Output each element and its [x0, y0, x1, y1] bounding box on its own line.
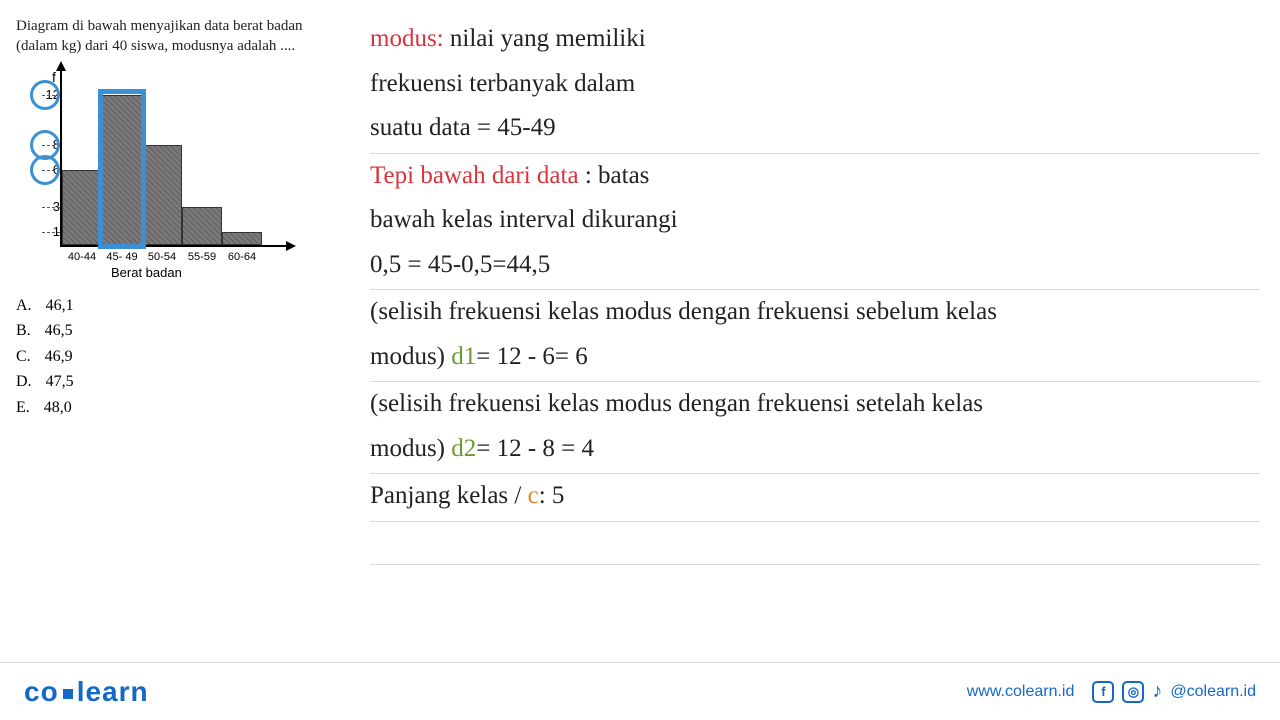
- option-value: 48,0: [44, 395, 72, 421]
- note-var: d2: [451, 435, 476, 462]
- answer-option: D. 47,5: [16, 369, 346, 395]
- option-value: 46,1: [46, 293, 74, 319]
- note-var: c: [528, 482, 539, 509]
- note-line: suatu data = 45-49: [370, 107, 1260, 152]
- y-tick-dash: [42, 207, 60, 208]
- rule-line: [370, 564, 1260, 565]
- option-value: 46,5: [45, 318, 73, 344]
- y-axis-arrow-icon: [56, 61, 66, 71]
- x-tick-label: 50-54: [142, 251, 182, 263]
- rule-line: [370, 521, 1260, 522]
- logo-square-icon: [63, 689, 73, 699]
- note-keyword: Tepi bawah dari data: [370, 162, 579, 189]
- histogram-bar: [62, 170, 102, 245]
- answer-option: E. 48,0: [16, 395, 346, 421]
- note-line: modus) d1= 12 - 6= 6: [370, 336, 1260, 381]
- tiktok-icon: ♪: [1152, 680, 1162, 703]
- x-axis: [60, 245, 290, 247]
- option-letter: D.: [16, 369, 32, 395]
- problem-text: Diagram di bawah menyajikan data berat b…: [16, 16, 346, 57]
- note-var: d1: [451, 343, 476, 370]
- x-tick-label: 55-59: [182, 251, 222, 263]
- note-line: modus: nilai yang memiliki: [370, 18, 1260, 63]
- rule-line: [370, 153, 1260, 154]
- instagram-icon: ◎: [1122, 681, 1144, 703]
- tick-highlight-circle: [30, 155, 60, 185]
- footer-handle: @colearn.id: [1170, 683, 1256, 701]
- answer-options: A. 46,1 B. 46,5 C. 46,9 D. 47,5 E. 48,0: [16, 293, 346, 421]
- left-panel: Diagram di bawah menyajikan data berat b…: [16, 16, 346, 420]
- y-tick-dash: [42, 232, 60, 233]
- x-axis-title: Berat badan: [111, 265, 182, 280]
- footer-right: www.colearn.id f ◎ ♪ @colearn.id: [967, 680, 1256, 703]
- option-letter: B.: [16, 318, 31, 344]
- social-icons: f ◎ ♪ @colearn.id: [1092, 680, 1256, 703]
- histogram-bar: [182, 207, 222, 244]
- facebook-icon: f: [1092, 681, 1114, 703]
- footer-url: www.colearn.id: [967, 683, 1075, 701]
- brand-logo: colearn: [24, 676, 149, 708]
- note-line: frekuensi terbanyak dalam: [370, 63, 1260, 108]
- answer-option: A. 46,1: [16, 293, 346, 319]
- answer-option: C. 46,9: [16, 344, 346, 370]
- note-line: Tepi bawah dari data : batas: [370, 155, 1260, 200]
- histogram-bar: [142, 145, 182, 245]
- notes-panel: modus: nilai yang memiliki frekuensi ter…: [370, 18, 1260, 566]
- x-tick-label: 60-64: [222, 251, 262, 263]
- option-letter: E.: [16, 395, 30, 421]
- tick-highlight-circle: [30, 80, 60, 110]
- note-line: Panjang kelas / c: 5: [370, 475, 1260, 520]
- answer-option: B. 46,5: [16, 318, 346, 344]
- option-letter: C.: [16, 344, 31, 370]
- note-line: modus) d2= 12 - 8 = 4: [370, 428, 1260, 473]
- x-tick-label: 45- 49: [102, 251, 142, 263]
- note-line: (selisih frekuensi kelas modus dengan fr…: [370, 291, 1260, 336]
- x-axis-arrow-icon: [286, 241, 296, 251]
- rule-line: [370, 381, 1260, 382]
- histogram-bar: [222, 232, 262, 244]
- rule-line: [370, 473, 1260, 474]
- option-value: 46,9: [45, 344, 73, 370]
- note-keyword: modus:: [370, 25, 444, 52]
- note-line: 0,5 = 45-0,5=44,5: [370, 244, 1260, 289]
- rule-line: [370, 289, 1260, 290]
- note-line: (selisih frekuensi kelas modus dengan fr…: [370, 383, 1260, 428]
- histogram-chart: f 12863140-4445- 4950-5455-5960-64 Berat…: [16, 67, 296, 267]
- note-line: bawah kelas interval dikurangi: [370, 199, 1260, 244]
- option-value: 47,5: [46, 369, 74, 395]
- bar-highlight-box: [98, 89, 146, 249]
- x-tick-label: 40-44: [62, 251, 102, 263]
- option-letter: A.: [16, 293, 32, 319]
- footer: colearn www.colearn.id f ◎ ♪ @colearn.id: [0, 662, 1280, 720]
